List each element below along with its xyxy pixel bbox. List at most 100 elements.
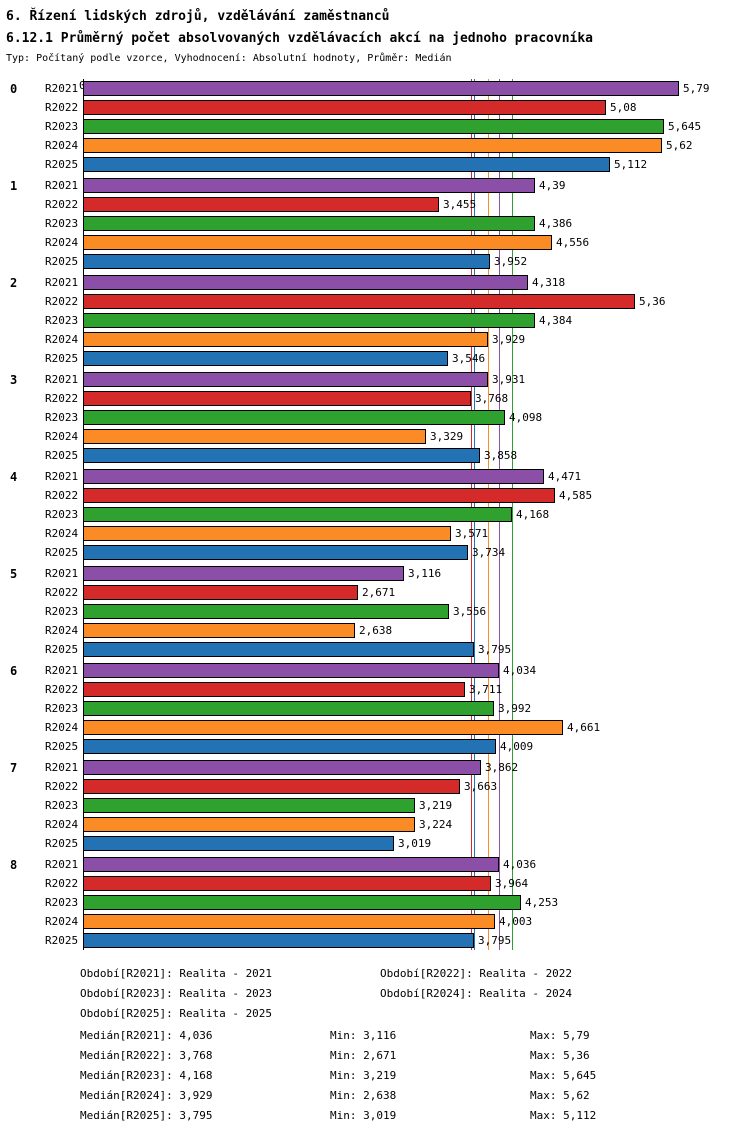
- group-label: 2: [10, 275, 18, 290]
- bar-group-2: 2 R2021 4,318 R2022 5,36 R2023 4,384 R2024 3,929…: [0, 273, 750, 368]
- bar-row: R2024 4,661: [0, 718, 750, 737]
- bar-value-label: 3,768: [475, 392, 509, 405]
- series-label: R2021: [45, 664, 79, 677]
- series-label: R2022: [45, 877, 79, 890]
- series-label: R2021: [45, 858, 79, 871]
- series-label: R2021: [45, 373, 79, 386]
- report-subtitle: 6.12.1 Průměrný počet absolvovaných vzdě…: [6, 31, 593, 46]
- series-label: R2025: [45, 449, 79, 462]
- bar-r2024: [83, 623, 355, 638]
- bar-value-label: 3,219: [419, 799, 453, 812]
- legend-item: Období[R2021]: Realita - 2021: [80, 967, 273, 980]
- bar-group-6: 6 R2021 4,034 R2022 3,711 R2023 3,992 R2024 4,66…: [0, 661, 750, 756]
- bar-row: 4 R2021 4,471: [0, 467, 750, 486]
- bar-row: R2022 3,768: [0, 389, 750, 408]
- series-label: R2022: [45, 392, 79, 405]
- series-label: R2022: [45, 780, 79, 793]
- bar-value-label: 3,224: [419, 818, 453, 831]
- bar-value-label: 3,795: [478, 643, 512, 656]
- bar-r2021: [83, 469, 544, 484]
- bar-row: R2022 3,964: [0, 874, 750, 893]
- bar-value-label: 3,862: [485, 761, 519, 774]
- bar-value-label: 4,556: [556, 236, 590, 249]
- bar-r2025: [83, 254, 490, 269]
- bar-row: R2025 3,546: [0, 349, 750, 368]
- median-stat: Medián[R2025]: 3,795: [80, 1109, 213, 1122]
- bar-r2025: [83, 836, 394, 851]
- bar-r2021: [83, 275, 528, 290]
- bar-row: R2022 4,585: [0, 486, 750, 505]
- group-label: 5: [10, 566, 18, 581]
- bar-group-3: 3 R2021 3,931 R2022 3,768 R2023 4,098 R2024 3,32…: [0, 370, 750, 465]
- bar-r2022: [83, 779, 460, 794]
- series-label: R2022: [45, 586, 79, 599]
- bar-r2023: [83, 798, 415, 813]
- bar-row: 5 R2021 3,116: [0, 564, 750, 583]
- median-stat: Medián[R2023]: 4,168: [80, 1069, 213, 1082]
- bar-row: 7 R2021 3,862: [0, 758, 750, 777]
- bar-value-label: 4,168: [516, 508, 550, 521]
- group-label: 7: [10, 760, 18, 775]
- bar-r2023: [83, 216, 535, 231]
- series-label: R2021: [45, 470, 79, 483]
- series-label: R2023: [45, 605, 79, 618]
- bar-r2024: [83, 817, 415, 832]
- min-stat: Min: 3,219: [330, 1069, 397, 1082]
- bar-r2025: [83, 545, 468, 560]
- stat-row: Medián[R2023]: 4,168 Min: 3,219 Max: 5,645: [0, 1066, 750, 1086]
- bar-row: 2 R2021 4,318: [0, 273, 750, 292]
- bar-row: 1 R2021 4,39: [0, 176, 750, 195]
- series-label: R2023: [45, 896, 79, 909]
- bar-value-label: 4,386: [539, 217, 573, 230]
- series-label: R2024: [45, 236, 79, 249]
- bar-row: R2024 3,224: [0, 815, 750, 834]
- series-label: R2022: [45, 683, 79, 696]
- series-label: R2023: [45, 314, 79, 327]
- bar-r2024: [83, 526, 451, 541]
- bar-value-label: 4,034: [503, 664, 537, 677]
- bar-r2021: [83, 81, 679, 96]
- bar-value-label: 4,661: [567, 721, 601, 734]
- bar-row: R2022 5,08: [0, 98, 750, 117]
- bar-r2024: [83, 138, 662, 153]
- group-label: 1: [10, 178, 18, 193]
- bar-value-label: 3,931: [492, 373, 526, 386]
- max-stat: Max: 5,79: [530, 1029, 590, 1042]
- bar-group-1: 1 R2021 4,39 R2022 3,455 R2023 4,386 R2024 4,556…: [0, 176, 750, 271]
- bar-value-label: 5,36: [639, 295, 666, 308]
- bar-r2022: [83, 391, 471, 406]
- bar-value-label: 3,116: [408, 567, 442, 580]
- bar-r2021: [83, 566, 404, 581]
- bar-value-label: 5,62: [666, 139, 693, 152]
- bar-value-label: 4,39: [539, 179, 566, 192]
- bar-row: R2022 2,671: [0, 583, 750, 602]
- bar-value-label: 3,964: [495, 877, 529, 890]
- bar-value-label: 2,671: [362, 586, 396, 599]
- bar-row: 6 R2021 4,034: [0, 661, 750, 680]
- bar-row: R2025 3,795: [0, 640, 750, 659]
- bar-r2022: [83, 197, 439, 212]
- bar-row: R2024 4,003: [0, 912, 750, 931]
- stats: Medián[R2021]: 4,036 Min: 3,116 Max: 5,79 M…: [0, 1026, 750, 1126]
- bar-r2021: [83, 178, 535, 193]
- bar-row: R2023 4,098: [0, 408, 750, 427]
- bar-r2023: [83, 410, 505, 425]
- bar-r2024: [83, 332, 488, 347]
- bar-r2024: [83, 914, 495, 929]
- series-label: R2023: [45, 217, 79, 230]
- bar-value-label: 4,384: [539, 314, 573, 327]
- series-label: R2021: [45, 567, 79, 580]
- bar-r2025: [83, 933, 474, 948]
- series-label: R2023: [45, 411, 79, 424]
- median-stat: Medián[R2022]: 3,768: [80, 1049, 213, 1062]
- group-label: 0: [10, 81, 18, 96]
- bar-r2022: [83, 294, 635, 309]
- bar-value-label: 2,638: [359, 624, 393, 637]
- bar-row: 3 R2021 3,931: [0, 370, 750, 389]
- median-stat: Medián[R2021]: 4,036: [80, 1029, 213, 1042]
- bar-row: R2023 3,992: [0, 699, 750, 718]
- bar-value-label: 3,952: [494, 255, 528, 268]
- bar-value-label: 3,858: [484, 449, 518, 462]
- min-stat: Min: 2,671: [330, 1049, 397, 1062]
- bar-value-label: 5,79: [683, 82, 710, 95]
